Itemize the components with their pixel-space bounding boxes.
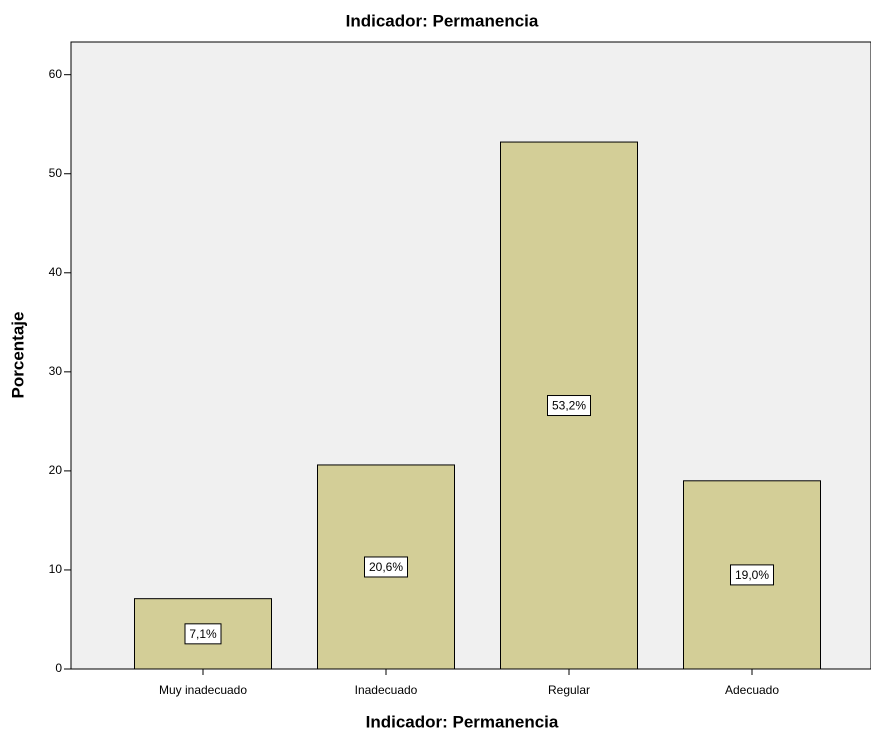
y-tick-label: 50 (49, 166, 63, 180)
x-tick-label: Regular (548, 683, 590, 697)
y-tick-label: 40 (49, 265, 63, 279)
data-label: 20,6% (369, 560, 403, 574)
x-tick-label: Muy inadecuado (159, 683, 247, 697)
chart-title: Indicador: Permanencia (346, 11, 539, 30)
data-label-box (364, 556, 408, 578)
x-tick-label: Inadecuado (355, 683, 418, 697)
data-label-box (730, 564, 774, 586)
y-axis-title: Porcentaje (8, 312, 27, 399)
y-tick-label: 10 (49, 562, 63, 576)
data-label: 7,1% (189, 627, 217, 641)
data-label-box (184, 623, 222, 645)
x-axis-title: Indicador: Permanencia (366, 712, 559, 731)
y-tick-label: 60 (49, 67, 63, 81)
y-tick-label: 30 (49, 364, 63, 378)
data-label: 19,0% (735, 568, 769, 582)
data-label-box (547, 395, 591, 417)
y-tick-label: 0 (55, 661, 62, 675)
data-label: 53,2% (552, 399, 586, 413)
x-tick-label: Adecuado (725, 683, 779, 697)
y-tick-label: 20 (49, 463, 63, 477)
